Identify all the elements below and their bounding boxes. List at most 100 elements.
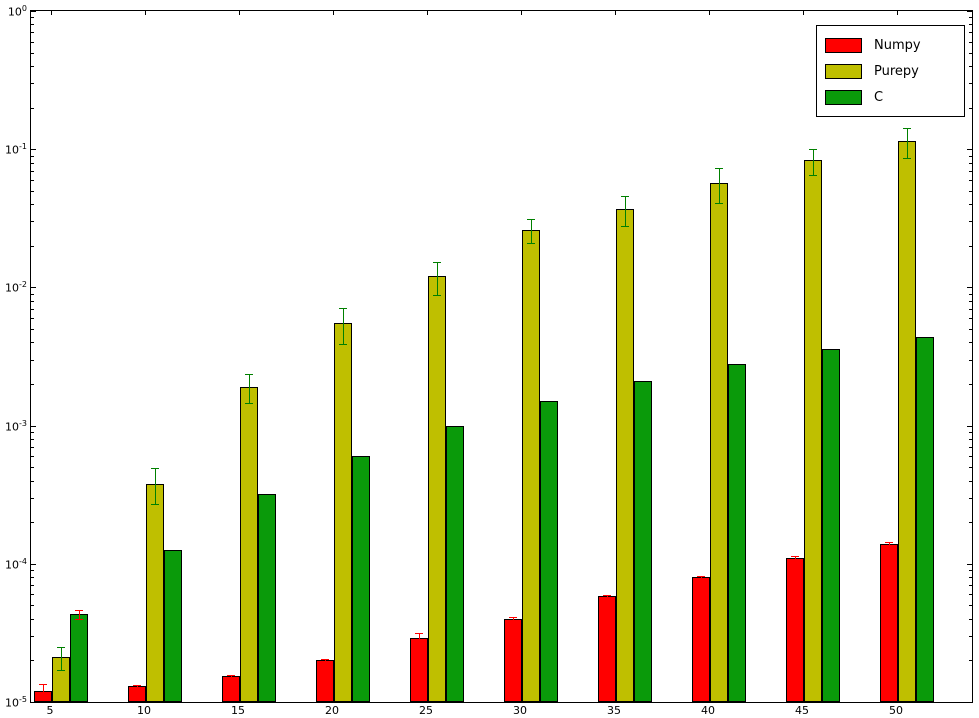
error-bar-cap (321, 662, 329, 663)
y-minor-tick (31, 191, 34, 192)
bar-numpy-15 (222, 676, 240, 702)
y-tick-label: 10-3 (5, 419, 27, 434)
error-bar-cap (433, 262, 441, 263)
y-minor-tick (969, 191, 972, 192)
error-bar (625, 196, 626, 226)
bar-purepy-10 (146, 484, 164, 702)
y-minor-tick (969, 447, 972, 448)
x-major-tick (427, 11, 428, 15)
error-bar-cap (227, 675, 235, 676)
y-minor-tick (31, 498, 34, 499)
error-bar-cap (697, 576, 705, 577)
bar-c-5 (70, 614, 88, 702)
legend-item-c: C (825, 84, 956, 110)
error-bar-cap (903, 158, 911, 159)
y-minor-tick (969, 66, 972, 67)
error-bar (249, 374, 250, 403)
bar-purepy-20 (334, 323, 352, 702)
y-major-tick (31, 426, 36, 427)
bar-purepy-15 (240, 387, 258, 702)
bar-c-40 (728, 364, 746, 702)
error-bar-cap (57, 647, 65, 648)
error-bar-cap (415, 644, 423, 645)
legend-swatch-purepy (825, 63, 862, 79)
y-minor-tick (31, 246, 34, 247)
error-bar (513, 617, 514, 620)
y-minor-tick (969, 481, 972, 482)
y-minor-tick (31, 522, 34, 523)
error-bar-cap (57, 670, 65, 671)
x-major-tick (333, 11, 334, 15)
y-minor-tick (969, 660, 972, 661)
y-minor-tick (969, 360, 972, 361)
y-minor-tick (969, 605, 972, 606)
y-minor-tick (969, 42, 972, 43)
y-minor-tick (969, 619, 972, 620)
y-minor-tick (969, 467, 972, 468)
bar-c-35 (634, 381, 652, 702)
error-bar-cap (603, 595, 611, 596)
error-bar (231, 675, 232, 677)
error-bar (907, 128, 908, 158)
y-minor-tick (31, 329, 34, 330)
error-bar-cap (39, 699, 47, 700)
y-minor-tick (969, 309, 972, 310)
y-minor-tick (31, 342, 34, 343)
y-minor-tick (31, 66, 34, 67)
x-tick-label: 50 (889, 704, 903, 717)
y-major-tick (967, 564, 972, 565)
error-bar-cap (321, 659, 329, 660)
y-minor-tick (31, 294, 34, 295)
bar-numpy-30 (504, 619, 522, 702)
y-tick-label: 10-5 (5, 695, 27, 710)
y-minor-tick (31, 605, 34, 606)
y-major-tick (967, 426, 972, 427)
y-minor-tick (31, 585, 34, 586)
error-bar (325, 659, 326, 662)
legend-swatch-numpy (825, 37, 862, 53)
bar-purepy-30 (522, 230, 540, 702)
error-bar-cap (227, 677, 235, 678)
error-bar-cap (697, 579, 705, 580)
legend-item-numpy: Numpy (825, 32, 956, 58)
y-minor-tick (969, 570, 972, 571)
bar-numpy-35 (598, 596, 616, 702)
y-major-tick (31, 149, 36, 150)
error-bar-cap (715, 168, 723, 169)
y-minor-tick (969, 577, 972, 578)
y-minor-tick (31, 301, 34, 302)
x-tick-label: 35 (607, 704, 621, 717)
error-bar-cap (339, 308, 347, 309)
y-minor-tick (969, 24, 972, 25)
bar-numpy-10 (128, 686, 146, 702)
legend-item-purepy: Purepy (825, 58, 956, 84)
y-minor-tick (31, 636, 34, 637)
error-bar-cap (133, 685, 141, 686)
bar-numpy-40 (692, 577, 710, 702)
y-minor-tick (31, 570, 34, 571)
y-minor-tick (31, 309, 34, 310)
bar-numpy-50 (880, 544, 898, 702)
error-bar-cap (885, 542, 893, 543)
y-minor-tick (969, 432, 972, 433)
error-bar (813, 149, 814, 175)
error-bar-cap (903, 128, 911, 129)
error-bar (43, 684, 44, 699)
legend-label-purepy: Purepy (874, 63, 919, 79)
error-bar-cap (245, 403, 253, 404)
y-minor-tick (31, 221, 34, 222)
x-major-tick (897, 11, 898, 15)
x-tick-label: 40 (701, 704, 715, 717)
y-tick-label: 100 (7, 4, 27, 19)
error-bar-cap (509, 617, 517, 618)
error-bar-cap (75, 619, 83, 620)
x-major-tick (521, 11, 522, 15)
y-major-tick (31, 287, 36, 288)
y-minor-tick (969, 439, 972, 440)
y-minor-tick (31, 384, 34, 385)
y-minor-tick (31, 481, 34, 482)
y-minor-tick (969, 342, 972, 343)
y-major-tick (967, 149, 972, 150)
y-minor-tick (31, 204, 34, 205)
